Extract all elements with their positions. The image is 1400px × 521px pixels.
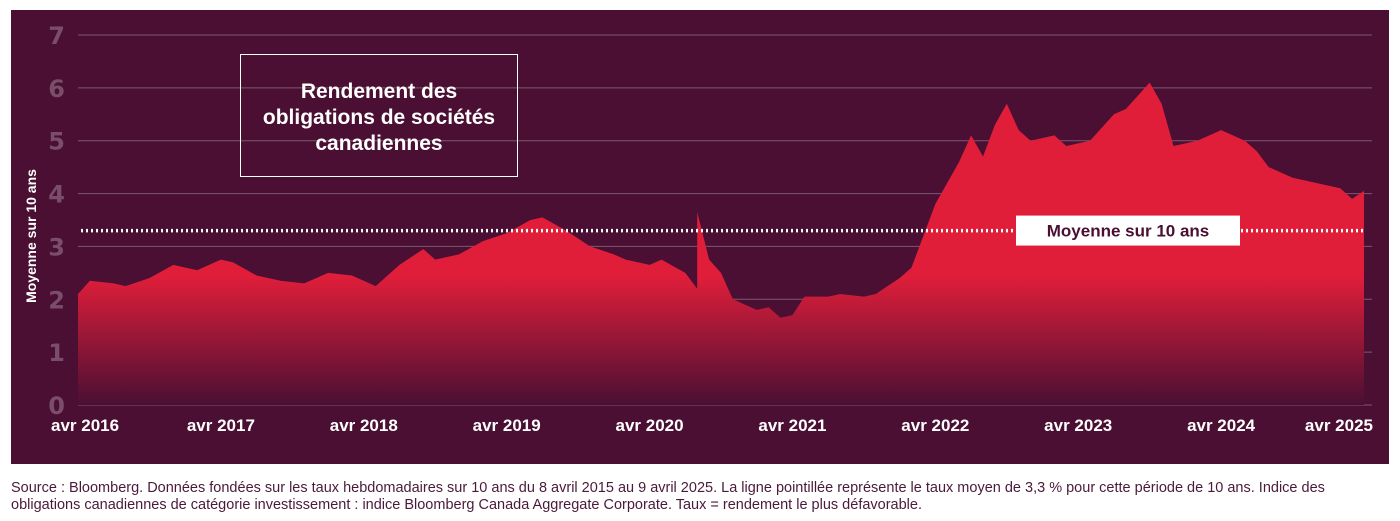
x-tick-label: avr 2020 — [616, 416, 684, 435]
average-label-box — [1016, 215, 1240, 246]
x-tick-label: avr 2023 — [1044, 416, 1112, 435]
x-tick-label: avr 2024 — [1187, 416, 1256, 435]
x-tick-label: avr 2022 — [901, 416, 969, 435]
yield-area — [78, 82, 1364, 405]
chart-title-line-2: obligations de sociétés — [263, 106, 495, 129]
y-axis-label: Moyenne sur 10 ans — [23, 169, 39, 303]
x-tick-label: avr 2017 — [187, 416, 255, 435]
y-tick-label: 7 — [48, 22, 65, 50]
x-tick-label: avr 2021 — [758, 416, 826, 435]
y-tick-label: 1 — [48, 339, 65, 367]
source-note: Source : Bloomberg. Données fondées sur … — [11, 480, 1325, 513]
chart-title-line-3: canadiennes — [315, 132, 442, 155]
x-tick-label: avr 2016 — [51, 416, 119, 435]
y-tick-label: 5 — [48, 128, 65, 156]
y-tick-label: 4 — [48, 181, 65, 209]
area-chart: 0 1 2 3 4 5 6 7 Moyenne sur 10 ans avr 2016 avr … — [23, 22, 1373, 435]
y-tick-label: 2 — [48, 286, 65, 314]
average-label: Moyenne sur 10 ans — [1047, 222, 1210, 241]
chart-panel: 0 1 2 3 4 5 6 7 Moyenne sur 10 ans avr 2016 avr … — [11, 10, 1389, 464]
chart-title-line-1: Rendement des — [301, 80, 457, 103]
x-tick-label: avr 2025 — [1305, 416, 1373, 435]
y-tick-label: 6 — [48, 75, 65, 103]
y-tick-label: 3 — [48, 233, 65, 261]
x-tick-label: avr 2018 — [330, 416, 398, 435]
y-tick-label: 0 — [48, 392, 65, 420]
x-tick-label: avr 2019 — [473, 416, 541, 435]
chart-title-box: Rendement des obligations de sociétés ca… — [240, 54, 518, 177]
